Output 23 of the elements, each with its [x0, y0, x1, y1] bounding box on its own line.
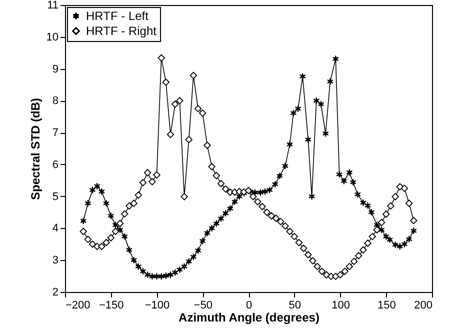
y-tick-label: 10: [46, 31, 58, 44]
x-tick-label: −50: [194, 300, 212, 312]
x-tick-label: 0: [246, 300, 252, 312]
x-tick-label: −100: [144, 300, 170, 312]
x-tick-label: 200: [414, 300, 432, 312]
y-tick-label: 6: [52, 158, 58, 171]
y-axis-title: Spectral STD (dB): [28, 98, 42, 200]
y-tick-label: 7: [52, 127, 58, 140]
x-tick-label: 150: [377, 300, 396, 312]
x-tick-label: 100: [332, 300, 350, 312]
legend-label: HRTF - Left: [86, 9, 150, 23]
y-tick-label: 9: [52, 63, 58, 76]
x-axis-title: Azimuth Angle (degrees): [178, 310, 320, 324]
x-tick-label: −150: [98, 300, 124, 312]
y-tick-label: 4: [52, 222, 58, 235]
legend-label: HRTF - Right: [86, 24, 158, 38]
y-tick-label: 2: [52, 286, 58, 298]
x-tick-label: −200: [66, 300, 90, 312]
y-tick-label: 5: [52, 190, 58, 203]
x-tick-label: 50: [288, 300, 301, 312]
y-tick-label: 8: [52, 95, 58, 108]
y-tick-label: 3: [52, 254, 58, 267]
y-tick-label: 11: [47, 0, 58, 12]
